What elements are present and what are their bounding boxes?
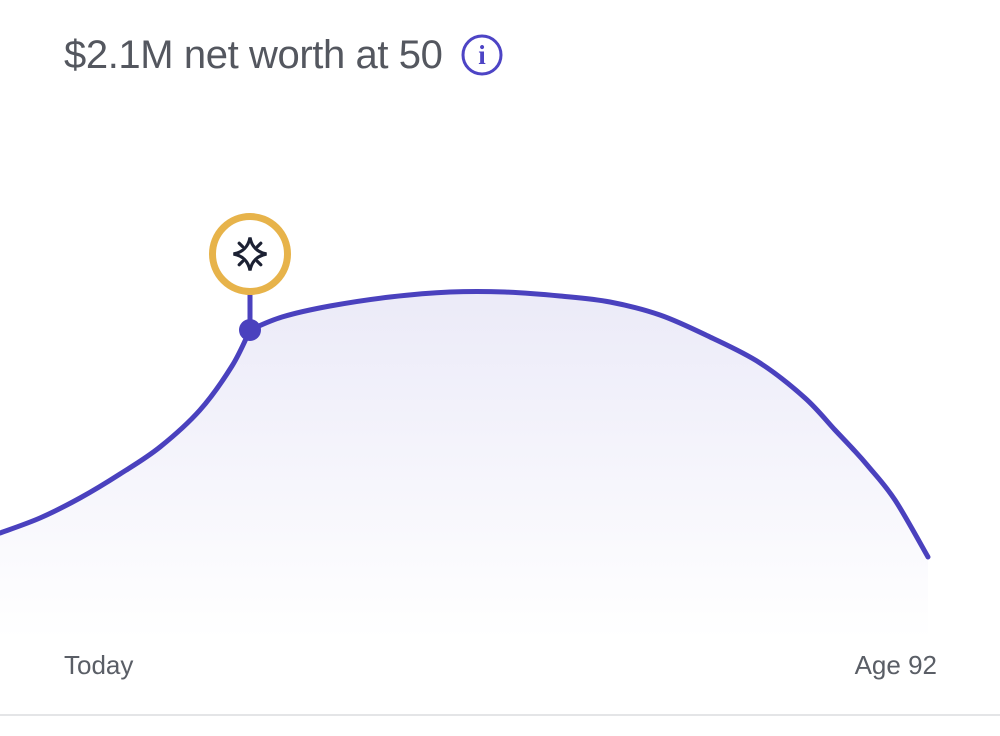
info-icon[interactable]: i xyxy=(460,33,504,77)
sparkle-icon xyxy=(233,237,267,271)
svg-text:i: i xyxy=(478,40,486,70)
net-worth-area-fill xyxy=(0,291,928,640)
page-title: $2.1M net worth at 50 xyxy=(64,32,443,77)
section-divider xyxy=(0,714,1000,716)
x-axis-label-today: Today xyxy=(64,650,134,680)
net-worth-line xyxy=(0,288,931,560)
milestone-badge[interactable] xyxy=(209,213,291,295)
milestone-dot[interactable] xyxy=(239,319,261,341)
x-axis-label-age92: Age 92 xyxy=(854,650,937,680)
chart-header: $2.1M net worth at 50 i xyxy=(64,30,504,80)
